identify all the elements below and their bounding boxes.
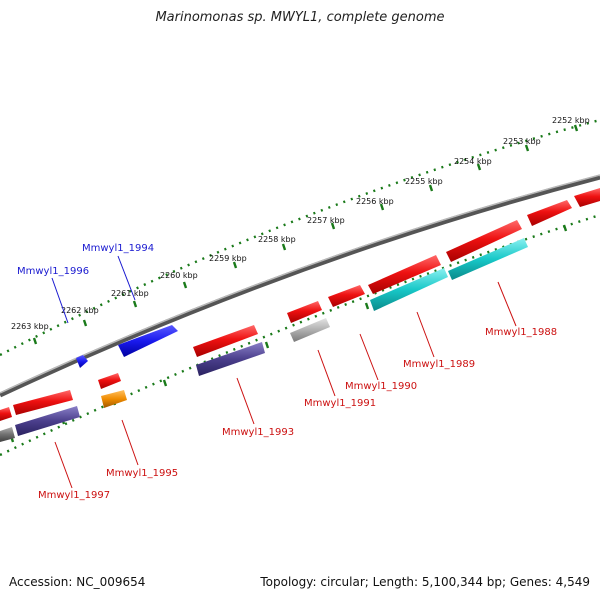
feature-bar <box>15 406 80 436</box>
ruler-tick <box>264 341 270 349</box>
ruler-tick <box>162 379 168 387</box>
gene-arrow <box>118 325 178 357</box>
gene-labels: Mmwyl1_1994 Mmwyl1_1996 Mmwyl1_1988 Mmwy… <box>17 243 557 501</box>
feature-bar <box>0 427 15 442</box>
gene-arrow <box>193 325 258 357</box>
gene-arrow <box>328 285 365 307</box>
gene-arrow <box>574 188 600 207</box>
ruler-ticks <box>32 124 579 345</box>
gene-label[interactable]: Mmwyl1_1990 <box>345 381 417 392</box>
leader-line <box>497 281 517 327</box>
gene-arrow <box>446 220 522 262</box>
ruler-tick <box>330 222 336 230</box>
ruler-tick <box>182 281 188 289</box>
ruler-tick <box>82 319 88 327</box>
ruler-tick-label: 2257 kbp <box>307 216 345 225</box>
ruler-tick-labels: 2252 kbp 2253 kbp 2254 kbp 2255 kbp 2256… <box>11 116 590 331</box>
genome-summary-text: Topology: circular; Length: 5,100,344 bp… <box>260 575 590 589</box>
reverse-strand-genes <box>0 188 600 442</box>
inner-ruler-track <box>0 213 600 457</box>
feature-bar <box>101 390 127 408</box>
ruler-tick <box>32 337 38 345</box>
gene-arrow <box>0 407 12 421</box>
ruler-tick <box>364 302 370 310</box>
leader-line <box>121 419 139 466</box>
gene-label[interactable]: Mmwyl1_1997 <box>38 490 110 501</box>
leader-line <box>317 349 336 397</box>
ruler-tick <box>562 224 568 232</box>
feature-bar <box>448 238 528 280</box>
gene-label[interactable]: Mmwyl1_1994 <box>82 243 154 254</box>
feature-bar <box>370 268 448 311</box>
leader-line <box>236 377 255 425</box>
leader-line <box>416 311 435 358</box>
ruler-tick-label: 2260 kbp <box>160 271 198 280</box>
ruler-tick <box>573 124 579 132</box>
ruler-tick-label: 2262 kbp <box>61 306 99 315</box>
genome-backbone <box>0 174 600 398</box>
ruler-tick-label: 2252 kbp <box>552 116 590 125</box>
ruler-tick <box>379 203 385 211</box>
ruler-tick-label: 2259 kbp <box>209 254 247 263</box>
leader-line <box>51 277 69 324</box>
gene-arrow <box>368 255 441 294</box>
gene-arrow <box>527 200 572 226</box>
ruler-tick-label: 2256 kbp <box>356 197 394 206</box>
outer-ruler-track <box>0 118 600 357</box>
ruler-tick <box>281 243 287 251</box>
ruler-tick <box>132 300 138 308</box>
ruler-tick <box>428 184 434 192</box>
accession-text: Accession: NC_009654 <box>9 575 146 589</box>
ruler-tick-label: 2261 kbp <box>111 289 149 298</box>
forward-strand-genes <box>76 325 178 368</box>
gene-label[interactable]: Mmwyl1_1995 <box>106 468 178 479</box>
ruler-tick-label: 2263 kbp <box>11 322 49 331</box>
gene-arrow <box>13 390 73 415</box>
gene-label[interactable]: Mmwyl1_1996 <box>17 266 89 277</box>
gene-label[interactable]: Mmwyl1_1991 <box>304 398 376 409</box>
ruler-tick-label: 2255 kbp <box>405 177 443 186</box>
leader-line <box>117 255 136 301</box>
gene-label[interactable]: Mmwyl1_1989 <box>403 359 475 370</box>
ruler-tick <box>476 163 482 171</box>
ruler-tick <box>524 144 530 152</box>
ruler-tick-label: 2258 kbp <box>258 235 296 244</box>
gene-arrow <box>98 373 121 389</box>
feature-bar <box>290 318 330 342</box>
gene-arrow <box>287 301 322 323</box>
gene-label[interactable]: Mmwyl1_1993 <box>222 427 294 438</box>
gene-arrow <box>76 355 88 368</box>
leader-line <box>359 333 379 381</box>
map-title: Marinomonas sp. MWYL1, complete genome <box>155 10 445 25</box>
gene-label[interactable]: Mmwyl1_1988 <box>485 327 557 338</box>
leader-line <box>54 441 73 489</box>
ruler-tick-label: 2253 kbp <box>503 137 541 146</box>
label-leader-lines <box>51 255 517 489</box>
ruler-tick-label: 2254 kbp <box>454 157 492 166</box>
ruler-tick <box>232 261 238 269</box>
feature-bar <box>196 342 265 376</box>
